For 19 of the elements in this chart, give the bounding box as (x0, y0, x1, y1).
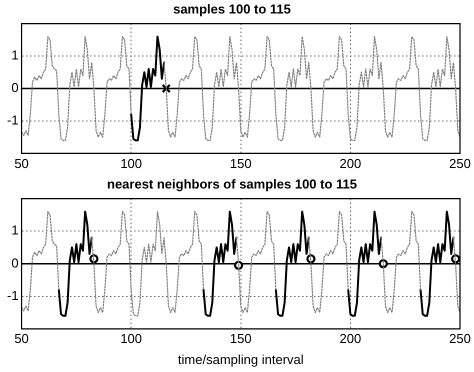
y-tick-label: -1 (6, 112, 19, 128)
chart-title: nearest neighbors of samples 100 to 115 (107, 176, 357, 192)
x-tick-label: 200 (340, 331, 362, 346)
x-tick-label: 150 (230, 156, 252, 171)
y-tick-label: -1 (6, 288, 19, 303)
x-tick-label: 200 (340, 156, 362, 171)
y-tick-label: 1 (11, 48, 19, 63)
y-tick-label: 1 (11, 222, 19, 238)
x-tick-label: 50 (14, 156, 29, 171)
chart-title: samples 100 to 115 (173, 1, 291, 16)
x-axis-title: time/sampling interval (178, 352, 304, 367)
x-tick-label: 250 (449, 331, 471, 346)
x-tick-label: 150 (230, 331, 252, 346)
x-tick-label: 100 (120, 156, 142, 171)
x-tick-label: 100 (120, 331, 142, 346)
x-tick-label: 50 (14, 331, 29, 346)
y-tick-label: 0 (11, 255, 19, 270)
x-tick-label: 250 (449, 156, 471, 171)
y-tick-label: 0 (11, 80, 19, 96)
